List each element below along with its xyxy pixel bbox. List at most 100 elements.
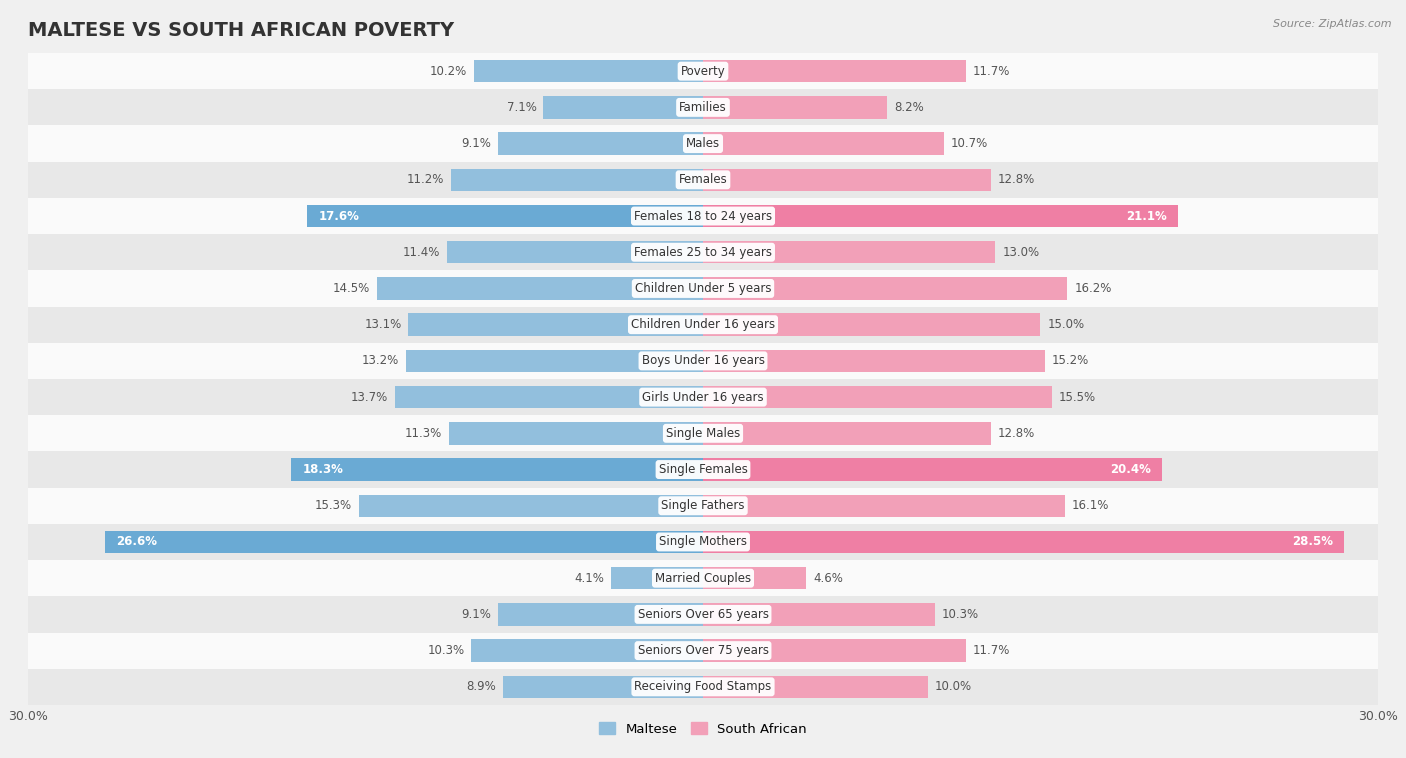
Text: 10.3%: 10.3% <box>942 608 979 621</box>
Bar <box>28 632 1378 669</box>
Bar <box>28 234 1378 271</box>
Bar <box>703 640 966 662</box>
Text: 10.2%: 10.2% <box>430 64 467 77</box>
Bar <box>28 379 1378 415</box>
Text: Receiving Food Stamps: Receiving Food Stamps <box>634 681 772 694</box>
Text: Females 18 to 24 years: Females 18 to 24 years <box>634 209 772 223</box>
Text: 15.5%: 15.5% <box>1059 390 1095 403</box>
Text: Single Females: Single Females <box>658 463 748 476</box>
Text: 18.3%: 18.3% <box>302 463 343 476</box>
Bar <box>307 205 703 227</box>
Text: Single Males: Single Males <box>666 427 740 440</box>
Bar <box>104 531 703 553</box>
Text: 11.4%: 11.4% <box>402 246 440 258</box>
Legend: Maltese, South African: Maltese, South African <box>593 717 813 741</box>
Text: 9.1%: 9.1% <box>461 608 492 621</box>
Text: 10.3%: 10.3% <box>427 644 464 657</box>
Bar <box>28 89 1378 126</box>
Text: 11.7%: 11.7% <box>973 644 1011 657</box>
Text: Families: Families <box>679 101 727 114</box>
Bar <box>28 198 1378 234</box>
Bar <box>28 560 1378 597</box>
Bar <box>359 494 703 517</box>
Text: 15.3%: 15.3% <box>315 500 352 512</box>
Text: 21.1%: 21.1% <box>1126 209 1167 223</box>
Bar <box>28 161 1378 198</box>
Bar <box>610 567 703 590</box>
Text: 4.1%: 4.1% <box>574 572 605 584</box>
Bar <box>703 531 1344 553</box>
Text: 12.8%: 12.8% <box>998 427 1035 440</box>
Text: Poverty: Poverty <box>681 64 725 77</box>
Text: 11.7%: 11.7% <box>973 64 1011 77</box>
Text: Children Under 5 years: Children Under 5 years <box>634 282 772 295</box>
Bar <box>451 168 703 191</box>
Bar <box>703 241 995 264</box>
Text: 13.1%: 13.1% <box>364 318 402 331</box>
Bar <box>471 640 703 662</box>
Text: 4.6%: 4.6% <box>813 572 844 584</box>
Bar <box>28 415 1378 452</box>
Text: MALTESE VS SOUTH AFRICAN POVERTY: MALTESE VS SOUTH AFRICAN POVERTY <box>28 21 454 40</box>
Text: 8.2%: 8.2% <box>894 101 924 114</box>
Bar <box>474 60 703 83</box>
Bar <box>703 567 807 590</box>
Text: 15.2%: 15.2% <box>1052 355 1088 368</box>
Bar <box>28 271 1378 306</box>
Bar <box>28 669 1378 705</box>
Bar <box>703 386 1052 409</box>
Bar <box>703 96 887 118</box>
Bar <box>703 603 935 625</box>
Text: 12.8%: 12.8% <box>998 174 1035 186</box>
Text: Single Fathers: Single Fathers <box>661 500 745 512</box>
Text: 14.5%: 14.5% <box>333 282 370 295</box>
Bar <box>449 422 703 444</box>
Bar <box>28 53 1378 89</box>
Bar <box>291 459 703 481</box>
Bar <box>28 487 1378 524</box>
Text: 13.0%: 13.0% <box>1002 246 1039 258</box>
Bar <box>408 314 703 336</box>
Text: 20.4%: 20.4% <box>1109 463 1150 476</box>
Text: Seniors Over 65 years: Seniors Over 65 years <box>637 608 769 621</box>
Bar <box>703 133 943 155</box>
Bar <box>28 597 1378 632</box>
Text: 26.6%: 26.6% <box>115 535 157 549</box>
Bar <box>703 168 991 191</box>
Bar <box>28 306 1378 343</box>
Text: Boys Under 16 years: Boys Under 16 years <box>641 355 765 368</box>
Bar <box>703 205 1178 227</box>
Bar <box>503 675 703 698</box>
Text: Seniors Over 75 years: Seniors Over 75 years <box>637 644 769 657</box>
Text: 9.1%: 9.1% <box>461 137 492 150</box>
Bar <box>498 133 703 155</box>
Text: 28.5%: 28.5% <box>1292 535 1333 549</box>
Text: 11.3%: 11.3% <box>405 427 441 440</box>
Bar <box>703 459 1161 481</box>
Bar <box>703 675 928 698</box>
Text: Married Couples: Married Couples <box>655 572 751 584</box>
Text: 10.7%: 10.7% <box>950 137 987 150</box>
Bar <box>498 603 703 625</box>
Bar <box>395 386 703 409</box>
Text: 17.6%: 17.6% <box>318 209 359 223</box>
Bar <box>703 277 1067 299</box>
Bar <box>377 277 703 299</box>
Text: 15.0%: 15.0% <box>1047 318 1084 331</box>
Text: 8.9%: 8.9% <box>467 681 496 694</box>
Text: Children Under 16 years: Children Under 16 years <box>631 318 775 331</box>
Bar <box>28 524 1378 560</box>
Bar <box>28 452 1378 487</box>
Bar <box>703 60 966 83</box>
Bar <box>543 96 703 118</box>
Bar <box>28 126 1378 161</box>
Text: 11.2%: 11.2% <box>406 174 444 186</box>
Bar <box>447 241 703 264</box>
Text: 16.2%: 16.2% <box>1074 282 1112 295</box>
Text: 7.1%: 7.1% <box>506 101 537 114</box>
Bar <box>703 422 991 444</box>
Text: 10.0%: 10.0% <box>935 681 972 694</box>
Bar <box>28 343 1378 379</box>
Text: Girls Under 16 years: Girls Under 16 years <box>643 390 763 403</box>
Text: 16.1%: 16.1% <box>1071 500 1109 512</box>
